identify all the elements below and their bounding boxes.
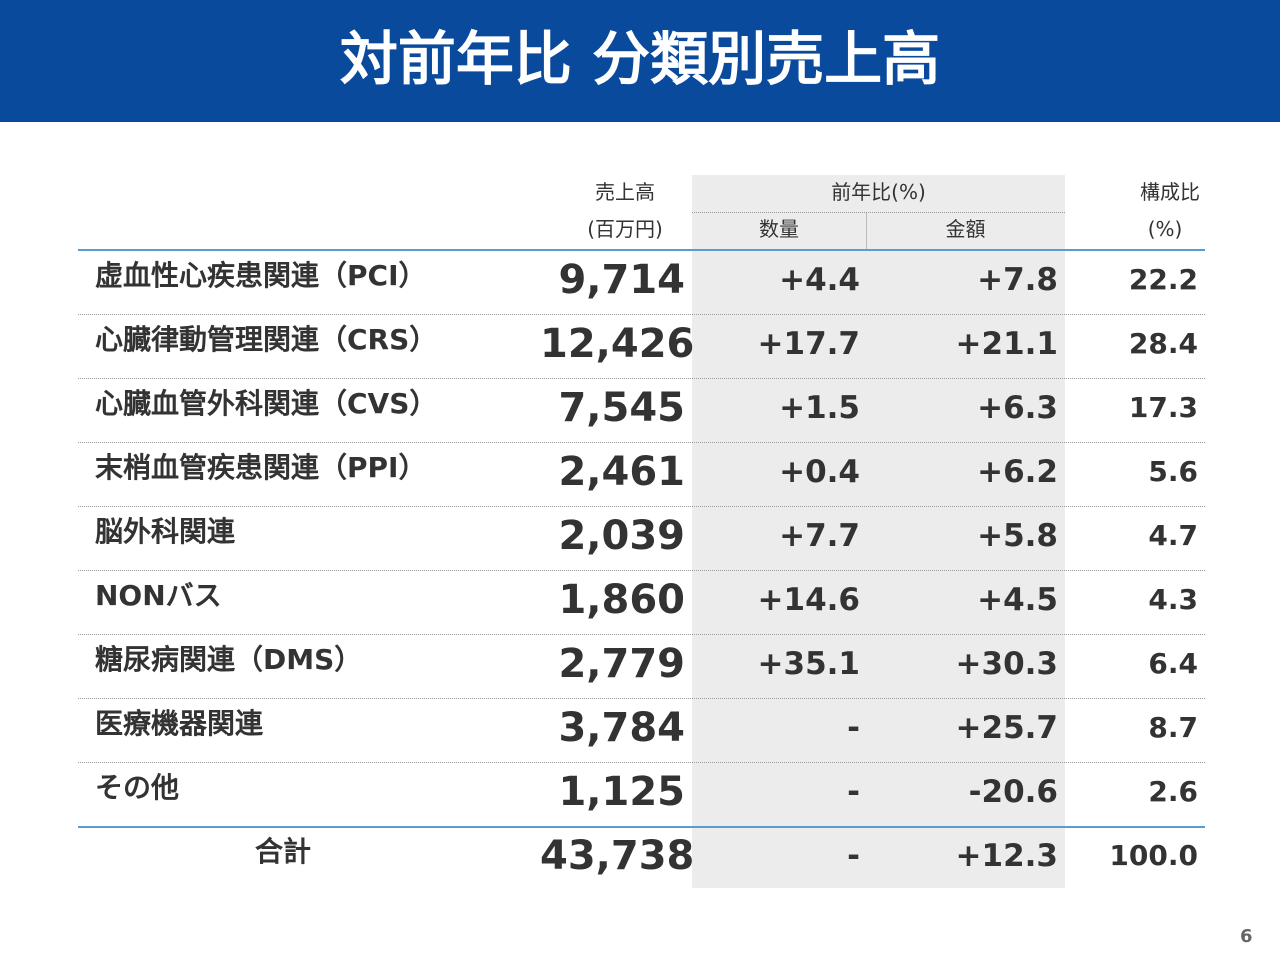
- share: 4.3: [1148, 583, 1198, 616]
- rule: [78, 698, 1205, 699]
- share: 5.6: [1148, 455, 1198, 488]
- rule: [78, 826, 1205, 828]
- rule: [78, 314, 1205, 315]
- amount-yoy: +6.2: [977, 454, 1058, 490]
- sales: 3,784: [558, 705, 685, 751]
- rule: [78, 378, 1205, 379]
- sales: 1,860: [558, 577, 685, 623]
- row-label: 医療機器関連: [95, 707, 264, 740]
- row-label: 虚血性心疾患関連（PCI）: [95, 259, 427, 292]
- qty-yoy: +0.4: [779, 454, 860, 490]
- sales: 7,545: [558, 385, 685, 431]
- sales: 2,779: [558, 641, 685, 687]
- amount-yoy: +5.8: [977, 518, 1058, 554]
- header-divider: [866, 213, 867, 250]
- share: 4.7: [1148, 519, 1198, 552]
- sales: 2,461: [558, 449, 685, 495]
- total-label: 合計: [254, 835, 311, 868]
- row-label: NONバス: [95, 579, 222, 612]
- qty-yoy: +17.7: [757, 326, 860, 362]
- row-label: その他: [95, 771, 180, 804]
- col-header: 金額: [945, 217, 986, 241]
- amount-yoy: +7.8: [977, 262, 1058, 298]
- col-header: 売上高: [595, 180, 655, 204]
- rule: [78, 762, 1205, 763]
- rule: [78, 506, 1205, 507]
- rule: [78, 634, 1205, 635]
- yoy-shade: [692, 175, 1065, 888]
- row-label: 末梢血管疾患関連（PPI）: [95, 451, 427, 484]
- qty-yoy: +14.6: [757, 582, 860, 618]
- qty-yoy: -: [847, 710, 860, 746]
- qty-yoy: -: [847, 774, 860, 810]
- share: 6.4: [1148, 647, 1198, 680]
- qty-yoy: +35.1: [757, 646, 860, 682]
- amount-yoy: +25.7: [955, 710, 1058, 746]
- header-rule: [692, 212, 1065, 213]
- sales: 12,426: [540, 321, 695, 367]
- share: 17.3: [1128, 391, 1198, 424]
- row-label: 糖尿病関連（DMS）: [95, 643, 363, 676]
- qty-yoy: +1.5: [779, 390, 860, 426]
- rule: [78, 249, 1205, 251]
- col-header: 前年比(%): [831, 180, 926, 204]
- row-label: 心臓血管外科関連（CVS）: [95, 387, 438, 420]
- amount-yoy: +4.5: [977, 582, 1058, 618]
- amount-yoy: -20.6: [968, 774, 1058, 810]
- row-label: 心臓律動管理関連（CRS）: [95, 323, 438, 356]
- share: 100.0: [1109, 839, 1198, 872]
- rule: [78, 570, 1205, 571]
- sales: 43,738: [540, 833, 695, 879]
- sales: 1,125: [558, 769, 685, 815]
- amount-yoy: +21.1: [955, 326, 1058, 362]
- col-header: 数量: [759, 217, 799, 241]
- rule: [78, 442, 1205, 443]
- col-header: (百万円): [587, 217, 663, 241]
- row-label: 脳外科関連: [95, 515, 236, 548]
- col-header: 構成比: [1140, 180, 1200, 204]
- share: 22.2: [1128, 263, 1198, 296]
- amount-yoy: +12.3: [955, 838, 1058, 874]
- slide-title: 対前年比 分類別売上高: [339, 25, 941, 93]
- amount-yoy: +6.3: [977, 390, 1058, 426]
- qty-yoy: -: [847, 838, 860, 874]
- amount-yoy: +30.3: [955, 646, 1058, 682]
- sales: 2,039: [558, 513, 685, 559]
- share: 2.6: [1148, 775, 1198, 808]
- share: 8.7: [1148, 711, 1198, 744]
- share: 28.4: [1128, 327, 1198, 360]
- qty-yoy: +7.7: [779, 518, 860, 554]
- sales: 9,714: [558, 257, 685, 303]
- page-number: 6: [1240, 926, 1253, 947]
- qty-yoy: +4.4: [779, 262, 860, 298]
- header-band: [0, 0, 1280, 122]
- col-header: (%): [1147, 217, 1183, 241]
